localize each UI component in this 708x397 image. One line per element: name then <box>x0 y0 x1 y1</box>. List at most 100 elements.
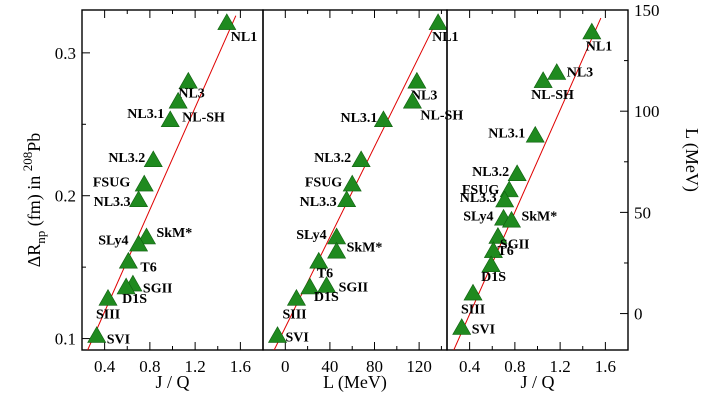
x-tick-label: 1.2 <box>185 357 206 376</box>
point-label: SLy4 <box>296 228 326 243</box>
data-point-skm- <box>501 210 521 228</box>
left-y-axis-title: ΔRnp (fm) in 208Pb <box>20 133 48 268</box>
data-point-nl3-2 <box>143 150 163 168</box>
point-label: SVI <box>472 323 495 338</box>
point-label: NL-SH <box>420 108 463 123</box>
panel-right: 0.4 0.8 1.2 1.6 0 50 100 150 J / Q NL1 NL3 NL-SH NL3… <box>446 1 660 392</box>
y-tick-label: 0.3 <box>55 44 76 63</box>
x-tick-label: 80 <box>366 357 383 376</box>
point-label: SLy4 <box>98 233 128 248</box>
data-point-svi <box>267 326 288 343</box>
x-tick-label: 0.4 <box>94 357 116 376</box>
x-tick-label: 1.2 <box>550 357 571 376</box>
data-point-siii <box>463 283 483 301</box>
data-point-t6 <box>118 251 138 269</box>
data-point-nl3-3 <box>337 190 357 208</box>
point-label: NL3.1 <box>127 107 164 122</box>
data-point-nl-sh <box>533 71 553 88</box>
x-tick-label: 0.8 <box>139 357 160 376</box>
y-tick-label: 0.2 <box>55 187 76 206</box>
x-tick-label: 1.6 <box>230 357 251 376</box>
point-label: NL1 <box>231 30 257 45</box>
point-label: NL3.3 <box>300 195 337 210</box>
point-label: NL1 <box>432 30 458 45</box>
point-label: SIII <box>282 308 306 323</box>
data-point-sgii <box>488 227 508 244</box>
point-label: NL3.1 <box>488 126 525 141</box>
x-tick-label: 0 <box>281 357 290 376</box>
point-label: SVI <box>285 331 308 346</box>
data-point-t6 <box>309 251 329 269</box>
x-axis-title: J / Q <box>155 372 189 392</box>
data-point-svi <box>452 318 472 335</box>
y-tick-label: 100 <box>634 102 660 121</box>
data-point-nl3-1 <box>160 110 180 128</box>
x-tick-label: 40 <box>321 357 338 376</box>
point-label: NL3.2 <box>472 165 509 180</box>
point-label: SkM* <box>521 209 557 224</box>
point-label: SGII <box>500 238 530 253</box>
data-point-nl3-3 <box>129 190 149 208</box>
point-label: SIII <box>96 308 120 323</box>
data-point-d1s <box>116 277 136 295</box>
data-point-nl3-3 <box>495 190 515 208</box>
x-tick-label: 1.6 <box>595 357 616 376</box>
data-point-fsug <box>342 174 362 192</box>
x-axis-title: J / Q <box>520 372 554 392</box>
data-point-sly4 <box>129 234 149 252</box>
right-y-axis-title: L (MeV) <box>681 128 702 192</box>
point-label: NL-SH <box>182 110 225 125</box>
data-point-skm- <box>136 227 156 245</box>
y-tick-label: 0 <box>634 305 643 324</box>
point-label: SkM* <box>156 226 192 241</box>
point-label: FSUG <box>93 175 130 190</box>
point-label: SGII <box>143 281 173 296</box>
data-point-skm- <box>327 241 347 259</box>
x-axis-title: L (MeV) <box>323 372 387 393</box>
data-point-nl1 <box>582 22 602 40</box>
point-label: NL3.3 <box>94 195 131 210</box>
data-point-nl1 <box>217 13 237 30</box>
point-label: T6 <box>317 266 333 281</box>
data-point-nl3 <box>178 71 198 89</box>
data-point-svi <box>87 326 107 343</box>
point-label: T6 <box>497 244 513 259</box>
x-tick-label: 0.8 <box>504 357 525 376</box>
point-label: FSUG <box>462 183 499 198</box>
point-label: NL3 <box>178 86 204 101</box>
data-point-nl3 <box>547 63 567 80</box>
x-tick-label: 0.4 <box>459 357 481 376</box>
point-label: NL3.1 <box>340 111 377 126</box>
data-point-nl3-1 <box>373 110 393 128</box>
point-label: NL3.2 <box>314 151 351 166</box>
data-point-nl3-2 <box>351 150 371 168</box>
point-label: NL3 <box>411 88 437 103</box>
point-label: NL3.3 <box>460 191 497 206</box>
point-label: D1S <box>481 270 506 285</box>
data-point-nl3-2 <box>507 164 527 181</box>
point-label: D1S <box>122 292 147 307</box>
data-point-nl3 <box>407 71 427 89</box>
data-point-t6 <box>483 241 503 258</box>
y-tick-label: 50 <box>634 203 651 222</box>
y-tick-label: 0.1 <box>55 330 76 349</box>
y-tick-label: 150 <box>634 1 660 20</box>
data-point-d1s <box>481 255 501 273</box>
panel-left: 0.4 0.8 1.2 1.6 0.1 0.2 0.3 J / Q NL1 NL3 NL-SH NL3… <box>55 9 264 392</box>
point-label: SkM* <box>347 240 383 255</box>
data-point-siii <box>98 288 118 306</box>
point-label: T6 <box>140 260 156 275</box>
data-point-nl-sh <box>168 91 188 109</box>
point-label: D1S <box>314 290 339 305</box>
data-point-siii <box>286 288 306 306</box>
point-label: NL-SH <box>531 88 574 103</box>
point-label: NL1 <box>586 39 612 54</box>
point-label: SGII <box>339 281 369 296</box>
data-point-d1s <box>300 277 320 295</box>
point-label: NL3 <box>567 66 593 81</box>
data-point-nl1 <box>428 13 448 30</box>
data-point-nl-sh <box>402 91 422 109</box>
point-label: SLy4 <box>463 209 493 224</box>
point-label: NL3.2 <box>108 151 145 166</box>
